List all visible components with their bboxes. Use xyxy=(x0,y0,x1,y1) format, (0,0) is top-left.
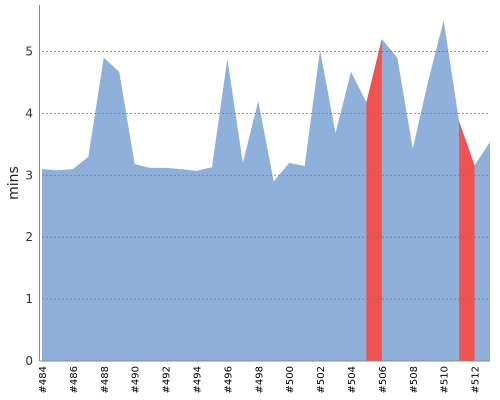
x-tick-label-500: #500 xyxy=(285,366,296,393)
x-tick-label-502: #502 xyxy=(316,366,327,393)
y-tick-label-5: 5 xyxy=(25,44,33,58)
x-tick-label-494: #494 xyxy=(192,366,203,393)
x-tick-label-492: #492 xyxy=(162,366,173,393)
gridlines xyxy=(42,51,490,300)
x-tick-label-496: #496 xyxy=(223,366,234,393)
x-tick-label-504: #504 xyxy=(347,366,358,393)
y-tick-label-3: 3 xyxy=(25,168,33,182)
x-tick-label-488: #488 xyxy=(100,366,111,393)
x-tick-label-486: #486 xyxy=(69,366,80,393)
y-tick-label-2: 2 xyxy=(25,230,33,244)
duration-area xyxy=(42,20,490,361)
y-axis-title: mins xyxy=(6,166,22,200)
x-tick-label-510: #510 xyxy=(440,366,451,393)
x-tick-label-508: #508 xyxy=(409,366,420,393)
x-tick-label-490: #490 xyxy=(131,366,142,393)
failed-build-505 xyxy=(366,39,382,362)
x-tick-label-512: #512 xyxy=(471,366,482,393)
y-tick-label-1: 1 xyxy=(25,292,33,306)
failed-build-511 xyxy=(459,121,475,362)
x-tick-label-506: #506 xyxy=(378,366,389,393)
x-tick-label-484: #484 xyxy=(38,366,49,393)
y-tick-label-0: 0 xyxy=(25,354,33,368)
x-tick-label-498: #498 xyxy=(254,366,265,393)
y-tick-label-4: 4 xyxy=(25,106,33,120)
